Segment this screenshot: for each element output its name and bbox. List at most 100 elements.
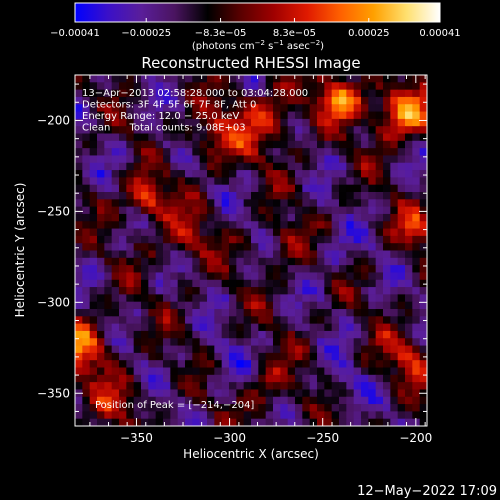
- y-axis-label: Heliocentric Y (arcsec): [13, 183, 27, 318]
- heatmap-cell: [280, 338, 289, 346]
- heatmap-cell: [317, 374, 325, 383]
- heatmap-cell: [214, 330, 223, 339]
- heatmap-cell: [353, 221, 362, 229]
- heatmap-cell: [111, 323, 120, 332]
- heatmap-cell: [89, 104, 98, 112]
- heatmap-cell: [390, 177, 399, 186]
- heatmap-cell: [295, 243, 303, 251]
- heatmap-cell: [104, 177, 113, 186]
- heatmap-cell: [273, 148, 281, 156]
- heatmap-cell: [155, 104, 164, 112]
- heatmap-cell: [126, 75, 135, 83]
- heatmap-cell: [221, 126, 230, 134]
- heatmap-cell: [331, 126, 340, 134]
- heatmap-cell: [251, 162, 259, 171]
- heatmap-cell: [155, 177, 164, 186]
- heatmap-cell: [331, 213, 340, 222]
- heatmap-cell: [111, 170, 120, 178]
- heatmap-cell: [221, 140, 230, 149]
- heatmap-cell: [258, 272, 267, 281]
- heatmap-cell: [353, 184, 362, 193]
- heatmap-cell: [419, 411, 427, 420]
- heatmap-cell: [412, 162, 421, 171]
- heatmap-cell: [295, 118, 303, 127]
- heatmap-cell: [97, 309, 105, 317]
- heatmap-cell: [199, 257, 208, 266]
- heatmap-cell: [229, 82, 237, 91]
- heatmap-cell: [295, 235, 303, 244]
- heatmap-cell: [111, 367, 120, 376]
- heatmap-cell: [82, 389, 91, 398]
- heatmap-cell: [375, 199, 384, 208]
- heatmap-cell: [419, 148, 427, 156]
- heatmap-cell: [119, 382, 127, 390]
- heatmap-cell: [368, 75, 377, 83]
- heatmap-cell: [148, 272, 157, 281]
- heatmap-cell: [251, 96, 259, 105]
- heatmap-cell: [126, 228, 135, 237]
- heatmap-cell: [280, 111, 289, 120]
- heatmap-cell: [383, 301, 391, 310]
- heatmap-cell: [287, 221, 296, 229]
- heatmap-cell: [141, 213, 149, 222]
- heatmap-cell: [287, 287, 296, 295]
- heatmap-cell: [353, 345, 362, 354]
- heatmap-cell: [214, 360, 223, 368]
- heatmap-cell: [133, 82, 142, 91]
- heatmap-cell: [405, 148, 413, 156]
- heatmap-cell: [251, 155, 259, 164]
- heatmap-cell: [317, 272, 325, 281]
- heatmap-cell: [251, 374, 259, 383]
- heatmap-cell: [258, 257, 267, 266]
- heatmap-cell: [214, 82, 223, 91]
- info-line: Detectors: 3F 4F 5F 6F 7F 8F, Att 0: [82, 100, 256, 111]
- heatmap-cell: [104, 140, 113, 149]
- heatmap-cell: [353, 111, 362, 120]
- heatmap-cell: [287, 133, 296, 142]
- heatmap-cell: [309, 199, 318, 208]
- heatmap-cell: [221, 221, 230, 229]
- heatmap-cell: [126, 338, 135, 346]
- heatmap-cell: [309, 294, 318, 303]
- heatmap-cell: [89, 418, 98, 426]
- heatmap-cell: [199, 89, 208, 98]
- heatmap-cell: [353, 287, 362, 295]
- heatmap-cell: [199, 367, 208, 376]
- heatmap-cell: [75, 301, 83, 310]
- heatmap-cell: [295, 126, 303, 134]
- heatmap-cell: [119, 265, 127, 273]
- heatmap-cell: [170, 367, 179, 376]
- heatmap-cell: [199, 404, 208, 412]
- heatmap-cell: [302, 294, 311, 303]
- heatmap-cell: [258, 309, 267, 317]
- heatmap-cell: [104, 89, 113, 98]
- heatmap-cell: [155, 82, 164, 91]
- heatmap-cell: [207, 389, 215, 398]
- heatmap-cell: [75, 309, 83, 317]
- heatmap-cell: [265, 221, 274, 229]
- heatmap-cell: [317, 309, 325, 317]
- heatmap-cell: [390, 279, 399, 288]
- axis-ticks: −350 −300 −250 −200−350−300−250−200: [37, 75, 432, 445]
- heatmap-cell: [339, 118, 347, 127]
- heatmap-cell: [185, 155, 193, 164]
- heatmap-cell: [214, 104, 223, 112]
- heatmap-cell: [133, 345, 142, 354]
- heatmap-cell: [324, 316, 333, 325]
- heatmap-cell: [119, 330, 127, 339]
- heatmap-cell: [405, 206, 413, 215]
- heatmap-cell: [251, 316, 259, 325]
- heatmap-cell: [309, 301, 318, 310]
- heatmap-cell: [177, 126, 186, 134]
- heatmap-cell: [177, 111, 186, 120]
- heatmap-cell: [375, 111, 384, 120]
- heatmap-cell: [273, 192, 281, 200]
- heatmap-cell: [309, 96, 318, 105]
- heatmap-cell: [251, 345, 259, 354]
- heatmap-cell: [346, 374, 355, 383]
- heatmap-cell: [412, 184, 421, 193]
- heatmap-cell: [287, 272, 296, 281]
- heatmap-cell: [405, 330, 413, 339]
- heatmap-cell: [82, 104, 91, 112]
- heatmap-cell: [353, 75, 362, 83]
